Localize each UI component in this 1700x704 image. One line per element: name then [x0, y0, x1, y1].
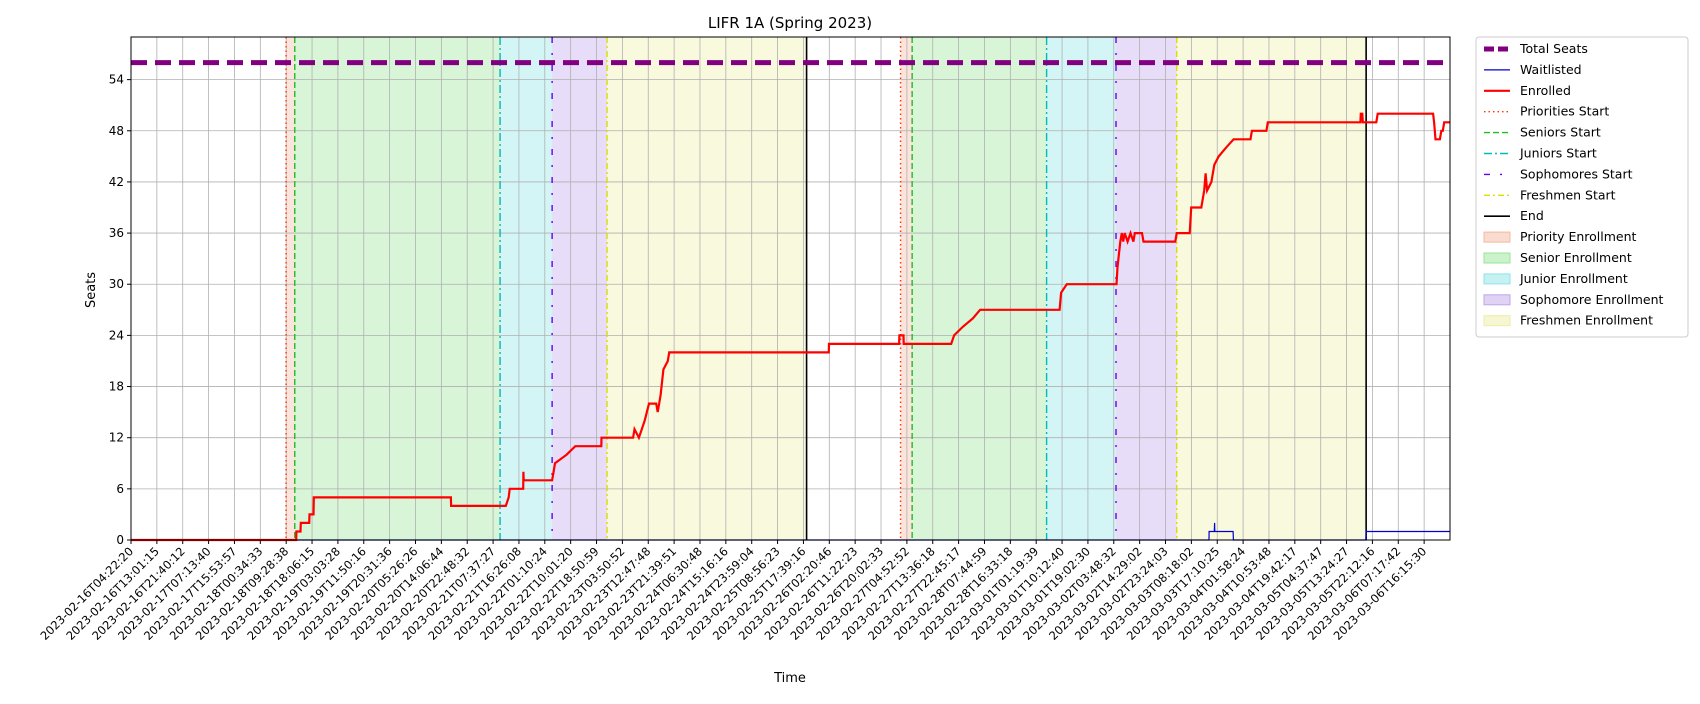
y-tick-label: 6 — [116, 482, 124, 496]
legend-item: Enrolled — [1520, 83, 1571, 98]
y-axis-ticks: 0 6 12 18 24 30 36 42 48 54 — [109, 73, 131, 547]
y-tick-label: 0 — [116, 533, 124, 547]
y-tick-label: 12 — [109, 431, 124, 445]
y-tick-label: 24 — [109, 328, 124, 342]
legend-item: Junior Enrollment — [1519, 271, 1628, 286]
y-tick-label: 48 — [109, 124, 124, 138]
y-tick-label: 18 — [109, 380, 124, 394]
plot-frame — [130, 36, 1451, 541]
x-axis-ticks: 2023-02-16T04:22:202023-02-16T13:01:1520… — [37, 540, 1429, 643]
freshmen-enrollment-span — [1176, 37, 1367, 540]
sophomore-enrollment-span — [552, 37, 608, 540]
priority-enrollment-span — [286, 37, 295, 540]
legend-item: Sophomores Start — [1520, 166, 1633, 181]
grid — [130, 37, 1450, 541]
chart-title: LIFR 1A (Spring 2023) — [708, 14, 872, 32]
legend-item: Freshmen Start — [1520, 187, 1616, 202]
legend-item: End — [1520, 208, 1544, 223]
legend-swatch — [1483, 294, 1511, 306]
legend-box — [1475, 36, 1689, 338]
legend-item: Priorities Start — [1520, 104, 1609, 119]
legend-item: Sophomore Enrollment — [1520, 292, 1664, 307]
senior-enrollment-span — [294, 37, 501, 540]
y-tick-label: 54 — [109, 73, 124, 87]
legend-item: Waitlisted — [1520, 62, 1582, 77]
x-axis-label: Time — [773, 671, 806, 686]
legend: Total Seats Waitlisted Enrolled Priorities … — [1475, 36, 1689, 338]
senior-enrollment-span — [912, 37, 1047, 540]
enrolled-line — [131, 112, 1450, 542]
legend-item: Juniors Start — [1519, 146, 1597, 161]
legend-item: Priority Enrollment — [1520, 229, 1637, 244]
legend-swatch — [1483, 273, 1511, 285]
waitlisted-line — [131, 522, 1450, 541]
sophomore-enrollment-span — [1116, 37, 1177, 540]
legend-swatch — [1483, 315, 1511, 327]
legend-swatch — [1483, 252, 1511, 264]
legend-item: Seniors Start — [1520, 125, 1601, 140]
y-axis-label: Seats — [84, 272, 99, 308]
y-tick-label: 30 — [109, 277, 124, 291]
legend-item: Freshmen Enrollment — [1520, 313, 1653, 328]
y-tick-label: 36 — [109, 226, 124, 240]
y-tick-label: 42 — [109, 175, 124, 189]
priority-enrollment-span — [900, 37, 913, 540]
junior-enrollment-span — [1046, 37, 1117, 540]
legend-swatch — [1483, 231, 1511, 243]
freshmen-enrollment-span — [607, 37, 807, 540]
series-lines — [131, 60, 1450, 542]
phase-lines — [285, 37, 1367, 540]
legend-item: Total Seats — [1519, 41, 1588, 56]
junior-enrollment-span — [500, 37, 553, 540]
phase-spans — [286, 37, 1367, 540]
legend-item: Senior Enrollment — [1520, 250, 1632, 265]
